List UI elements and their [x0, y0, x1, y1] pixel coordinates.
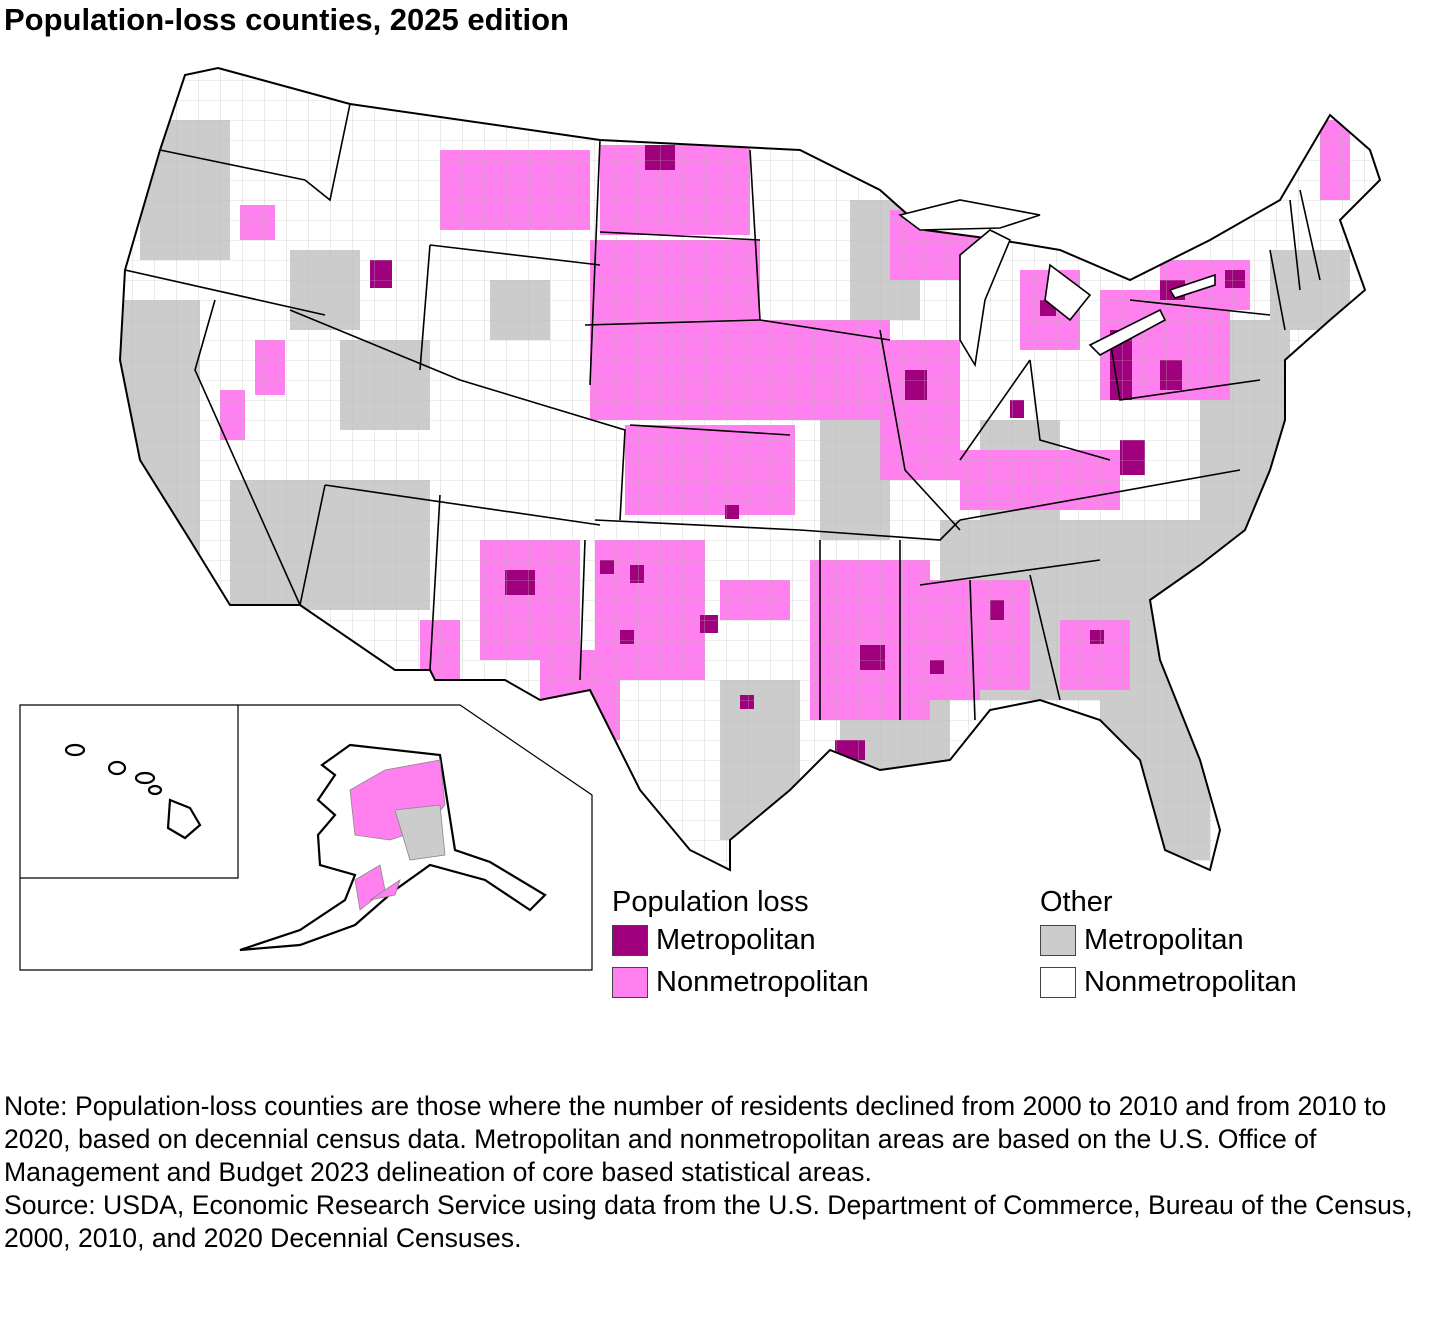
alaska-shape [239, 743, 547, 952]
legend-label: Nonmetropolitan [656, 965, 869, 998]
swatch-other-metropolitan [1040, 924, 1076, 956]
legend-label: Metropolitan [656, 923, 816, 956]
great-lakes [898, 199, 1216, 368]
note-text: Note: Population-loss counties are those… [4, 1091, 1387, 1187]
legend-item-loss-nonmetropolitan: Nonmetropolitan [612, 961, 869, 1003]
inset-frame [19, 704, 593, 971]
legend-label: Metropolitan [1084, 923, 1244, 956]
county-fill-layer [120, 68, 1380, 870]
footnote: Note: Population-loss counties are those… [4, 1090, 1452, 1255]
map-title: Population-loss counties, 2025 edition [4, 2, 569, 37]
hawaii-shape [64, 743, 202, 840]
us-county-map [19, 66, 1382, 971]
source-text: Source: USDA, Economic Research Service … [4, 1190, 1413, 1253]
legend-item-other-metropolitan: Metropolitan [1040, 919, 1297, 961]
legend-heading-population-loss: Population loss [612, 886, 809, 918]
legend-label: Nonmetropolitan [1084, 965, 1297, 998]
legend-item-loss-metropolitan: Metropolitan [612, 919, 869, 961]
legend-other: Other Metropolitan Nonmetropolitan [1040, 885, 1297, 1003]
swatch-loss-nonmetropolitan [612, 966, 648, 998]
legend-item-other-nonmetropolitan: Nonmetropolitan [1040, 961, 1297, 1003]
legend-population-loss: Population loss Metropolitan Nonmetropol… [612, 885, 869, 1003]
state-borders [124, 103, 1321, 721]
swatch-other-nonmetropolitan [1040, 966, 1076, 998]
swatch-loss-metropolitan [612, 924, 648, 956]
legend-heading-other: Other [1040, 886, 1113, 918]
